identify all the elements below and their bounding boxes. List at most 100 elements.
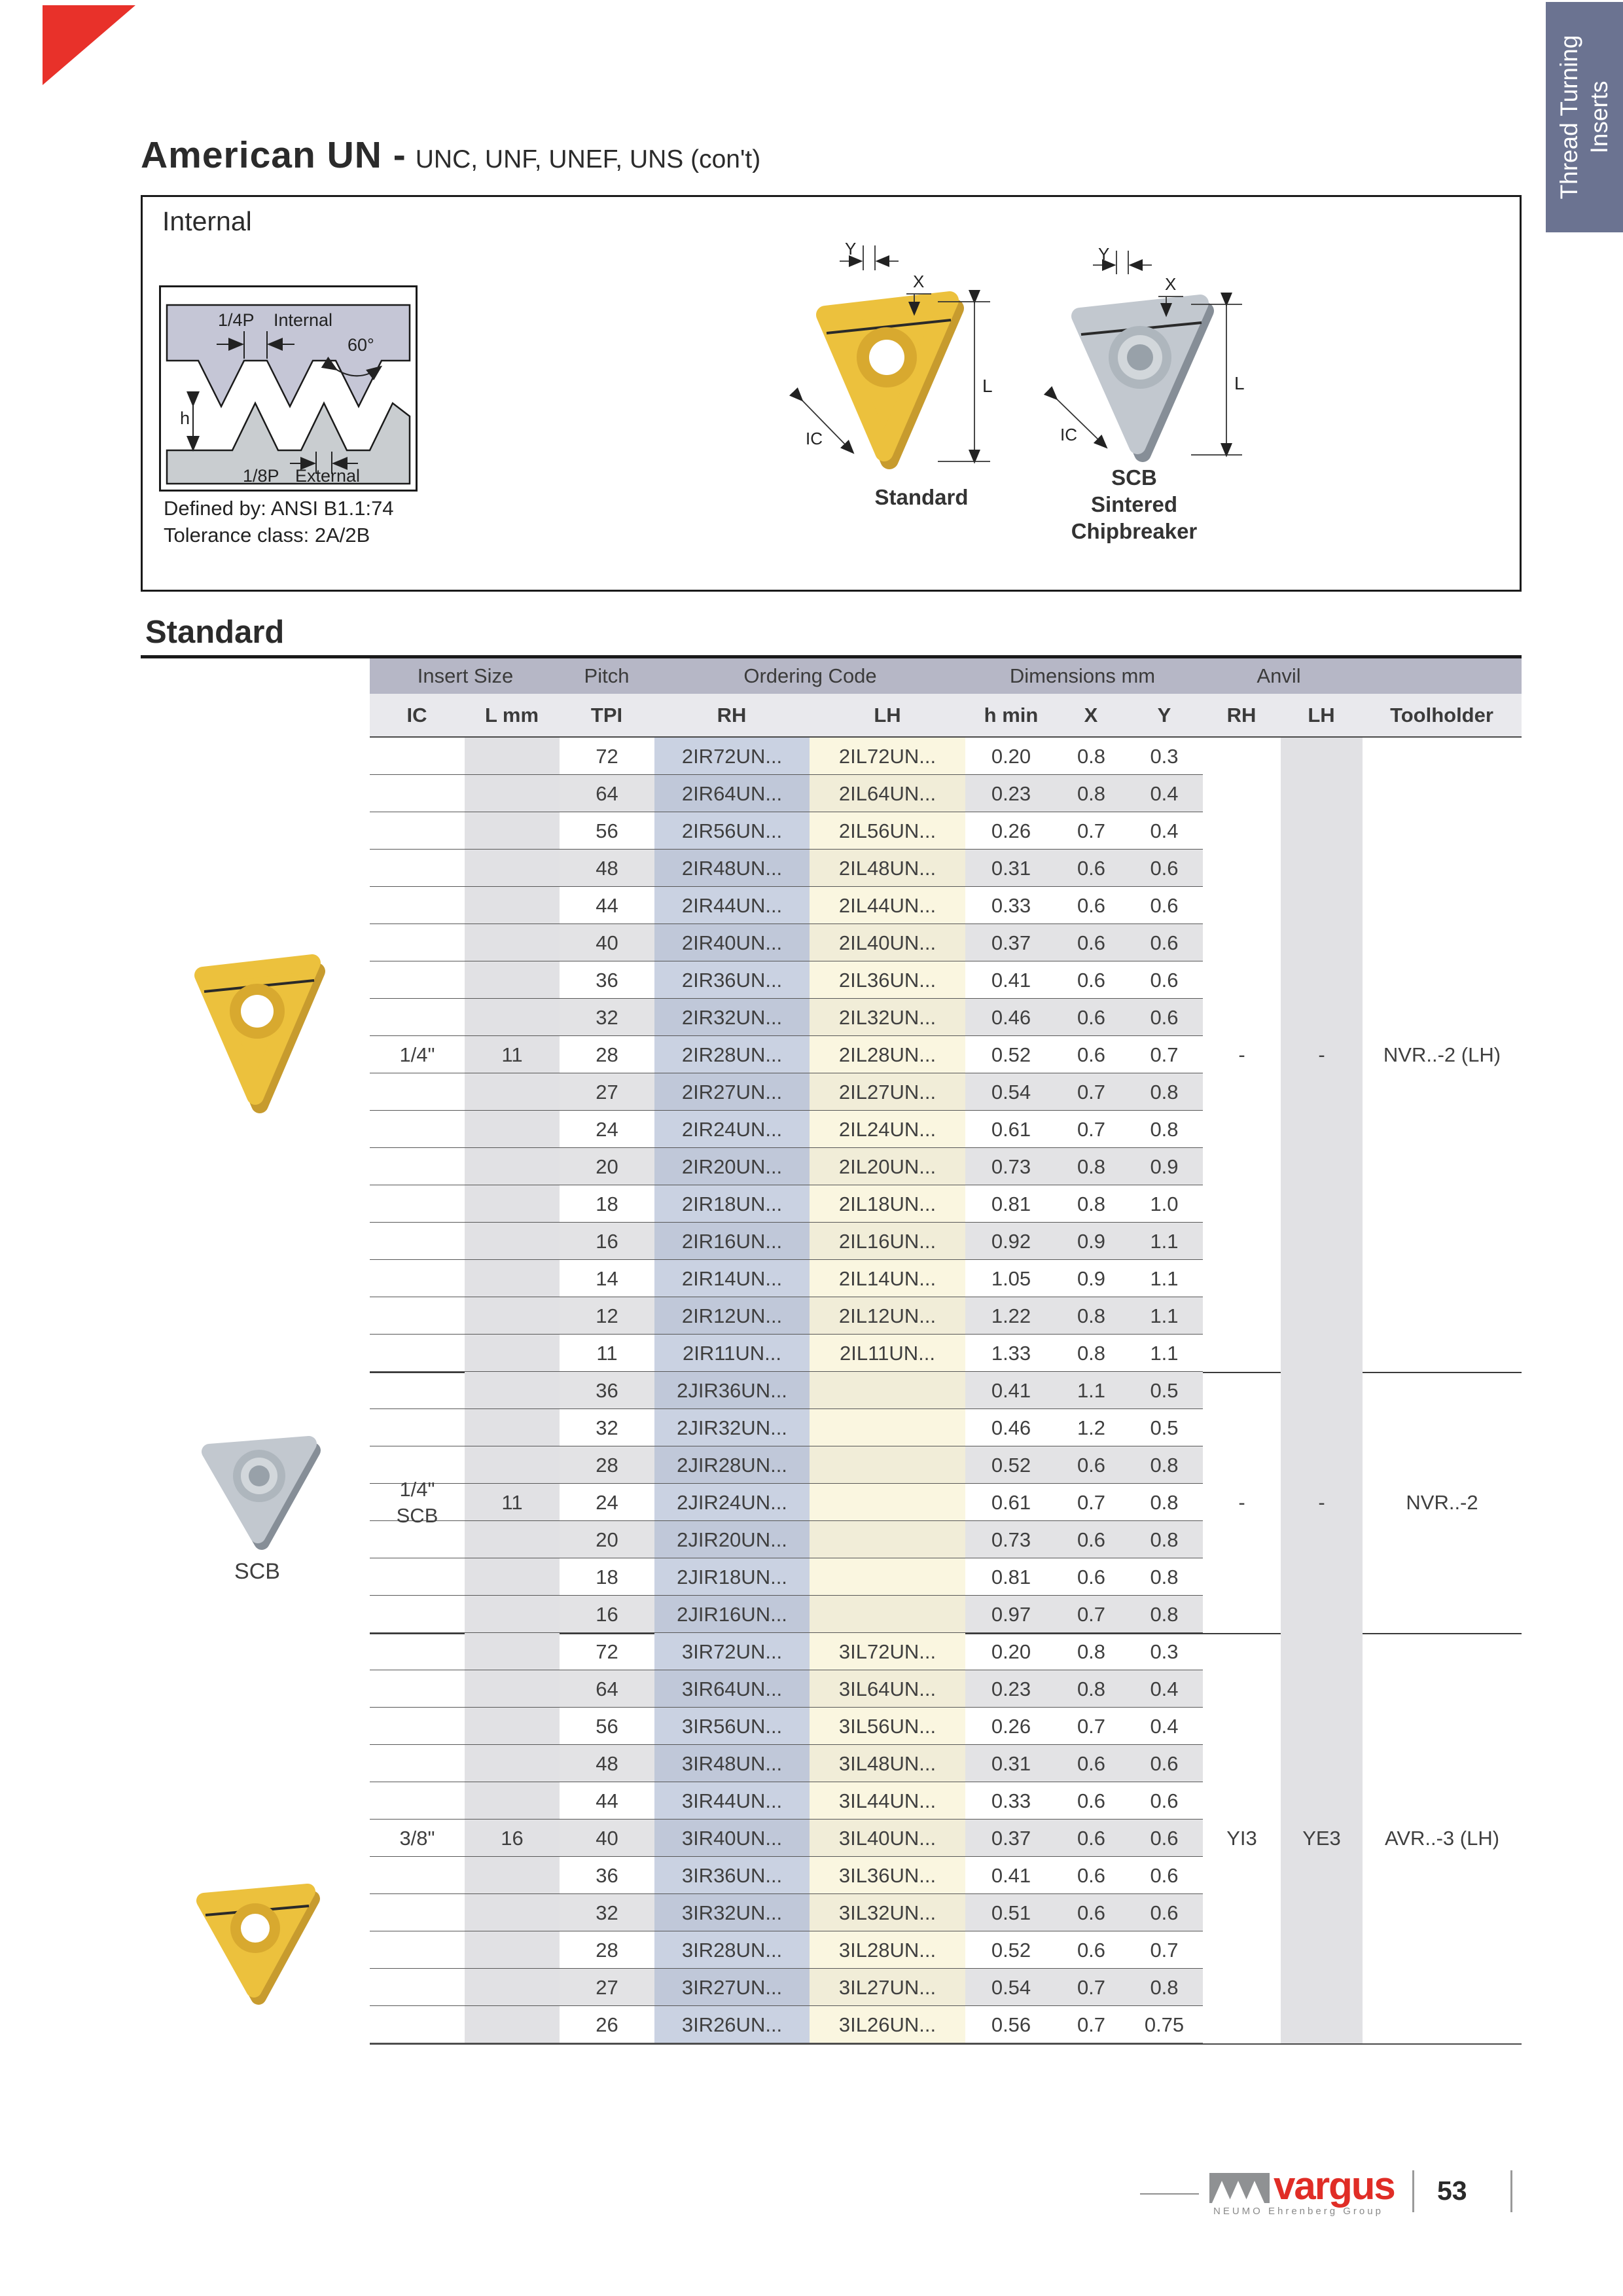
footer-divider-2	[1510, 2170, 1512, 2212]
cell-tpi: 32	[560, 999, 654, 1036]
group-anvil-rh: -	[1238, 1043, 1245, 1066]
cell-l	[465, 738, 560, 775]
cell-l	[465, 1782, 560, 1820]
cell-rh: 2IR64UN...	[654, 775, 810, 812]
cell-alh	[1281, 2006, 1363, 2043]
cell-h: 0.37	[965, 1820, 1057, 1857]
label-eighth-p: 1/8P	[243, 466, 279, 486]
cell-x: 0.8	[1077, 1640, 1106, 1663]
cell-lh: 3IL44UN...	[810, 1782, 965, 1820]
cell-h: 0.73	[965, 1148, 1057, 1185]
cell-tpi: 32	[560, 1894, 654, 1931]
cell-rh: 2IR44UN...	[654, 887, 810, 924]
cell-rh: 2IR18UN...	[654, 1185, 810, 1223]
cell-tpi: 18	[596, 1565, 618, 1588]
cell-alh	[1281, 1931, 1363, 1969]
vargus-subtitle: NEUMO Ehrenberg Group	[1213, 2206, 1383, 2217]
cell-tpi: 32	[596, 1416, 618, 1439]
cell-lh: 2IL56UN...	[810, 812, 965, 850]
cell-alh	[1281, 1372, 1363, 1409]
cell-tpi: 14	[596, 1266, 618, 1290]
insert-photo-standard-quarter	[194, 954, 325, 1113]
cell-tpi: 40	[560, 924, 654, 961]
cell-h: 0.46	[991, 1416, 1031, 1439]
cell-x: 1.2	[1077, 1416, 1106, 1439]
cell-rh: 3IR44UN...	[654, 1782, 810, 1820]
cell-tpi: 27	[560, 1073, 654, 1111]
cell-tpi: 28	[596, 1043, 618, 1066]
col-anvil-rh: RH	[1226, 703, 1257, 726]
chapter-tab-line1: Thread Turning	[1556, 35, 1582, 200]
cell-tpi: 48	[560, 1745, 654, 1782]
internal-label: Internal	[162, 206, 252, 236]
vargus-wordmark: vargus	[1274, 2164, 1396, 2208]
cell-y: 0.6	[1150, 893, 1179, 917]
col-group-pitch: Pitch	[584, 664, 630, 687]
cell-alh	[1281, 924, 1363, 961]
cell-x: 0.6	[1057, 1745, 1126, 1782]
cell-h: 1.22	[965, 1297, 1057, 1335]
table-row: 20 2IR20UN... 2IL20UN... 0.73 0.8 0.9	[370, 1148, 1522, 1185]
cell-lh: 3IL27UN...	[810, 1969, 965, 2006]
cell-x: 0.6	[1077, 1789, 1106, 1812]
group-l-mm: 16	[501, 1826, 524, 1850]
table-row: 36 2IR36UN... 2IL36UN... 0.41 0.6 0.6	[370, 961, 1522, 999]
cell-l	[465, 1969, 560, 2006]
table-row: 32 3IR32UN... 3IL32UN... 0.51 0.6 0.6	[370, 1894, 1522, 1931]
cell-l	[465, 812, 560, 850]
cell-lh	[810, 1558, 965, 1596]
insert-photo-standard-threeeighths	[196, 1884, 320, 2005]
cell-rh: 2JIR18UN...	[654, 1558, 810, 1596]
cell-l	[465, 1521, 560, 1558]
cell-rh: 2IR56UN...	[654, 812, 810, 850]
cell-alh	[1281, 1521, 1363, 1558]
cell-h: 0.20	[991, 744, 1031, 768]
label-external: External	[295, 466, 360, 486]
cell-l	[465, 1857, 560, 1894]
cell-tpi: 40	[560, 1820, 654, 1857]
cell-lh: 3IL28UN...	[810, 1931, 965, 1969]
table-row: 16 2IR16UN... 2IL16UN... 0.92 0.9 1.1	[370, 1223, 1522, 1260]
cell-rh: 2IR32UN...	[654, 999, 810, 1036]
cell-x: 0.7	[1057, 1596, 1126, 1633]
group-toolholder: NVR..-2 (LH)	[1383, 1043, 1501, 1066]
cell-alh	[1281, 1335, 1363, 1372]
cell-l	[465, 1931, 560, 1969]
cell-alh	[1281, 1745, 1363, 1782]
table-row: 32 2IR32UN... 2IL32UN... 0.46 0.6 0.6	[370, 999, 1522, 1036]
table-row: 12 2IR12UN... 2IL12UN... 1.22 0.8 1.1	[370, 1297, 1522, 1335]
cell-alh	[1281, 1820, 1363, 1857]
cell-x: 0.8	[1077, 1341, 1106, 1365]
cell-x: 0.8	[1057, 775, 1126, 812]
scb-caption: SCB Sintered Chipbreaker	[1029, 464, 1239, 545]
table-row: 24 2IR24UN... 2IL24UN... 0.61 0.7 0.8	[370, 1111, 1522, 1148]
cell-h: 0.33	[991, 1789, 1031, 1812]
col-rh: RH	[717, 703, 747, 726]
cell-l	[465, 887, 560, 924]
cell-h: 0.52	[991, 1938, 1031, 1962]
cell-h: 0.20	[991, 1640, 1031, 1663]
cell-lh: 3IL26UN...	[810, 2006, 965, 2043]
cell-rh: 2JIR32UN...	[654, 1409, 810, 1446]
cell-l	[465, 1111, 560, 1148]
footer-divider-1	[1412, 2170, 1414, 2212]
cell-x: 0.6	[1057, 1894, 1126, 1931]
page-title-sub: UNC, UNF, UNEF, UNS (con't)	[415, 145, 761, 173]
section-heading: Standard	[145, 615, 285, 650]
cell-rh: 3IR26UN...	[654, 2006, 810, 2043]
cell-lh: 2IL48UN...	[810, 850, 965, 887]
cell-alh	[1281, 812, 1363, 850]
thread-profile-diagram: 1/4P Internal 60° h 1/8P External	[159, 285, 418, 492]
cell-tpi: 16	[560, 1223, 654, 1260]
cell-lh: 2IL16UN...	[810, 1223, 965, 1260]
table-row: 36 3IR36UN... 3IL36UN... 0.41 0.6 0.6	[370, 1857, 1522, 1894]
cell-h: 0.41	[991, 1863, 1031, 1887]
table-row: 72 3IR72UN... 3IL72UN... 0.20 0.8 0.3	[370, 1633, 1522, 1670]
cell-tpi: 20	[560, 1521, 654, 1558]
cell-l	[465, 1446, 560, 1484]
cell-h: 0.26	[991, 819, 1031, 842]
cell-h: 0.81	[991, 1565, 1031, 1588]
cell-rh: 3IR72UN...	[654, 1633, 810, 1670]
cell-x: 0.8	[1077, 1192, 1106, 1215]
